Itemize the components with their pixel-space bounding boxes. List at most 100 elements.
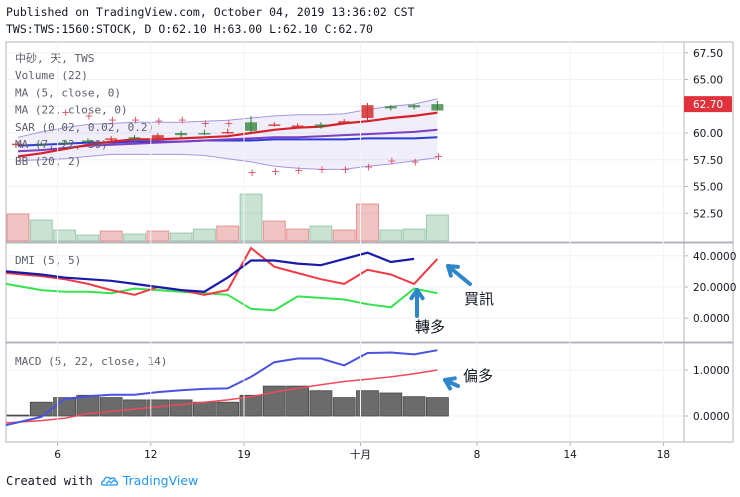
candle-body: [384, 106, 397, 109]
macd-histogram-bar: [192, 401, 216, 417]
dmi-tick-label: 0.0000: [693, 313, 730, 325]
price-tick-label: 52.50: [693, 208, 723, 220]
volume-bar: [146, 230, 170, 242]
volume-bar: [169, 232, 193, 242]
volume-bar: [239, 193, 263, 242]
volume-bar: [379, 229, 403, 242]
candle-body: [291, 125, 304, 128]
macd-legend: MACD (5, 22, close, 14): [15, 355, 167, 368]
macd-histogram-bar: [402, 396, 426, 417]
macd-histogram-bar: [379, 392, 403, 417]
sar-dot: +: [364, 161, 373, 174]
sar-dot: +: [317, 163, 326, 176]
x-tick-label: 14: [564, 449, 578, 461]
arrow-head: [409, 288, 425, 301]
candle-body: [221, 131, 234, 134]
symbol-ohlc-line: TWS:TWS:1560:STOCK, D O:62.10 H:63.00 L:…: [6, 22, 373, 36]
symbol-legend: 中砂, 天, TWS: [15, 52, 94, 65]
macd-histogram-bar: [29, 401, 53, 417]
panel-frame: [5, 242, 734, 343]
minus-di-line: [5, 246, 439, 296]
candle-body: [338, 121, 351, 124]
sar-dot: +: [294, 164, 303, 177]
macd-histogram-bar: [216, 401, 240, 417]
macd-histogram-bar: [425, 397, 449, 417]
candle-body: [58, 142, 71, 145]
candle-body: [128, 137, 141, 139]
volume-bar: [402, 228, 426, 242]
sar-dot: +: [84, 109, 93, 122]
macd-line: [5, 349, 438, 427]
indicator-legend: BB (20, 2): [15, 155, 81, 168]
sar-dot: +: [131, 114, 140, 127]
panel-frames: [5, 41, 734, 443]
candle-body: [175, 133, 188, 136]
candle-body: [105, 138, 118, 140]
x-axis: 6 12 19 十月 8 14 18: [54, 42, 670, 461]
bias-bullish-arrow: [443, 376, 460, 391]
candle-body: [198, 133, 211, 135]
dmi-tick-label: 40.0000: [693, 251, 736, 263]
price-tick-label: 65.00: [693, 75, 723, 87]
bias-bullish-label: 偏多: [463, 367, 493, 385]
candle-body: [408, 105, 421, 108]
indicator-legend: MA (22, close, 0): [15, 104, 128, 117]
volume-bar: [29, 219, 53, 242]
created-with-text: Created with: [6, 473, 93, 488]
sar-dot: +: [224, 117, 233, 130]
sar-dot: +: [201, 117, 210, 130]
x-tick-label: 19: [237, 449, 250, 461]
macd-tick-label: 0.0000: [693, 411, 730, 423]
candle-body: [81, 140, 94, 142]
turn-bullish-arrow: [409, 288, 425, 318]
panel-frame: [5, 342, 734, 443]
candle-body: [314, 124, 327, 127]
macd-histogram-bar: [332, 397, 356, 417]
sar-dot: +: [108, 114, 117, 127]
candle-body: [431, 104, 444, 111]
indicator-legend: SAR (0.02, 0.02, 0.2): [15, 121, 154, 134]
sar-dot: +: [61, 106, 70, 119]
candle-body: [268, 124, 281, 126]
x-tick-label: 十月: [350, 448, 371, 461]
sar-dot: +: [411, 155, 420, 168]
arrow-head: [443, 376, 457, 391]
volume-bar: [192, 228, 216, 242]
volume-bar: [425, 214, 449, 242]
tradingview-brand[interactable]: TradingView: [122, 473, 199, 488]
volume-bar: [216, 225, 240, 242]
arrow-shaft: [446, 264, 472, 286]
volume-bar: [53, 229, 77, 242]
volume-bar: [76, 234, 100, 242]
candle-body: [245, 122, 257, 131]
volume-bar: [99, 230, 123, 242]
price-tick-label: 67.50: [693, 48, 723, 60]
macd-histogram-bar: [169, 399, 193, 417]
sar-dot: +: [434, 150, 443, 163]
macd-histogram-bar: [99, 397, 123, 417]
sar-dot: +: [178, 114, 187, 127]
published-line: Published on TradingView.com, October 04…: [6, 5, 415, 19]
sar-dot: +: [271, 165, 280, 178]
volume-bar: [356, 203, 379, 242]
turn-bullish-label: 轉多: [415, 318, 445, 336]
sar-dot: +: [387, 154, 396, 167]
macd-histogram-bar: [356, 390, 379, 417]
indicator-legend: MA (5, close, 0): [15, 86, 121, 99]
dmi-panel[interactable]: 40.0000 20.0000 0.0000 DMI (5, 5): [5, 246, 736, 325]
macd-histogram-bar: [309, 390, 333, 417]
macd-histogram-bar: [6, 414, 30, 417]
price-tick-label: 57.50: [693, 155, 723, 167]
bb-lower-line: [17, 153, 438, 170]
x-tick-label: 12: [144, 449, 157, 461]
last-price-label: 62.70: [693, 99, 723, 111]
candle-body: [12, 143, 24, 146]
x-tick-label: 8: [474, 449, 481, 461]
volume-bar: [123, 233, 146, 242]
macd-panel[interactable]: 1.0000 0.0000 MACD (5, 22, close, 14): [5, 349, 730, 427]
macd-histogram-bar: [239, 394, 263, 417]
last-price-badge: [684, 96, 732, 113]
price-panel[interactable]: 67.5065.0062.5060.0057.5055.0052.50+++++…: [6, 48, 732, 242]
